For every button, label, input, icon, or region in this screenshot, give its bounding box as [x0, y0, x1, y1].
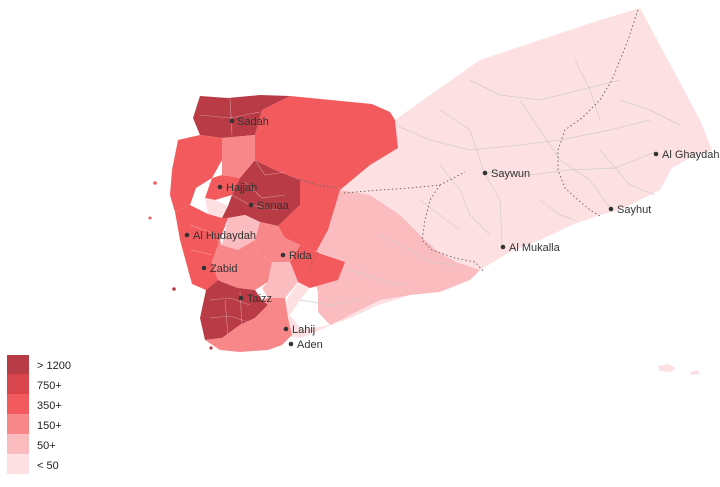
- svg-text:Al Hudaydah: Al Hudaydah: [193, 230, 256, 242]
- roads: [299, 59, 681, 306]
- svg-text:Al Ghaydah: Al Ghaydah: [662, 149, 719, 161]
- svg-text:Rida: Rida: [289, 250, 313, 262]
- svg-text:> 1200: > 1200: [37, 360, 71, 372]
- svg-text:Hajjah: Hajjah: [226, 182, 257, 194]
- svg-text:Saywun: Saywun: [491, 168, 530, 180]
- svg-text:50+: 50+: [37, 440, 56, 452]
- city-rida: Rida: [280, 250, 313, 262]
- city-al-mukalla: Al Mukalla: [500, 242, 561, 254]
- island: [148, 216, 152, 220]
- region-sadah: [193, 95, 290, 138]
- region-dhale: [262, 262, 298, 298]
- svg-text:Aden: Aden: [297, 339, 323, 351]
- district-lines: [189, 97, 286, 336]
- city-markers: Sadah Hajjah Sanaa Al Hudaydah Rida Zabi…: [184, 116, 719, 351]
- city-al-hudaydah: Al Hudaydah: [184, 230, 256, 242]
- city-sanaa: Sanaa: [248, 200, 290, 212]
- socotra-island: [658, 364, 676, 372]
- legend: > 1200 750+ 350+ 150+ 50+ < 50: [7, 355, 71, 474]
- region-shabwa: [312, 190, 480, 325]
- region-ibb: [212, 240, 272, 290]
- city-saywun: Saywun: [482, 168, 530, 180]
- region-east: [340, 8, 712, 270]
- socotra-island-small: [690, 370, 700, 375]
- region-hudaydah: [175, 205, 228, 290]
- city-sayhut: Sayhut: [608, 204, 651, 216]
- legend-item: 350+: [7, 394, 62, 414]
- legend-item: 750+: [7, 374, 62, 394]
- region-albayda: [290, 245, 345, 288]
- city-taizz: Taizz: [238, 293, 272, 305]
- svg-text:Sadah: Sadah: [237, 116, 269, 128]
- city-sadah: Sadah: [229, 116, 269, 128]
- island: [209, 346, 213, 350]
- svg-text:Lahij: Lahij: [292, 324, 315, 336]
- region-mahwit: [205, 198, 228, 218]
- legend-item: 50+: [7, 434, 56, 454]
- region-hajjah-west: [170, 135, 222, 212]
- region-amran: [222, 135, 255, 178]
- city-aden: Aden: [288, 339, 323, 351]
- svg-text:Taizz: Taizz: [247, 293, 272, 305]
- island: [172, 287, 176, 291]
- region-hajjah: [205, 175, 240, 200]
- city-hajjah: Hajjah: [217, 182, 257, 194]
- city-lahij: Lahij: [283, 324, 315, 336]
- region-taizz: [200, 280, 268, 340]
- region-sanaa: [222, 160, 300, 226]
- legend-item: > 1200: [7, 355, 71, 374]
- region-dhamar: [255, 222, 300, 262]
- svg-text:Sayhut: Sayhut: [617, 204, 651, 216]
- svg-text:Al Mukalla: Al Mukalla: [509, 242, 561, 254]
- svg-text:Zabid: Zabid: [210, 263, 238, 275]
- region-aljawf: [255, 96, 398, 252]
- svg-text:750+: 750+: [37, 380, 62, 392]
- svg-text:Sanaa: Sanaa: [257, 200, 290, 212]
- svg-text:350+: 350+: [37, 400, 62, 412]
- legend-item: 150+: [7, 414, 62, 434]
- svg-text:< 50: < 50: [37, 460, 59, 472]
- region-lahij: [205, 298, 292, 352]
- city-zabid: Zabid: [201, 263, 238, 275]
- island: [153, 181, 157, 185]
- city-al-ghaydah: Al Ghaydah: [653, 149, 719, 161]
- region-raymah: [222, 215, 260, 250]
- legend-item: < 50: [7, 454, 59, 474]
- svg-text:150+: 150+: [37, 420, 62, 432]
- governorate-borders: [299, 9, 639, 273]
